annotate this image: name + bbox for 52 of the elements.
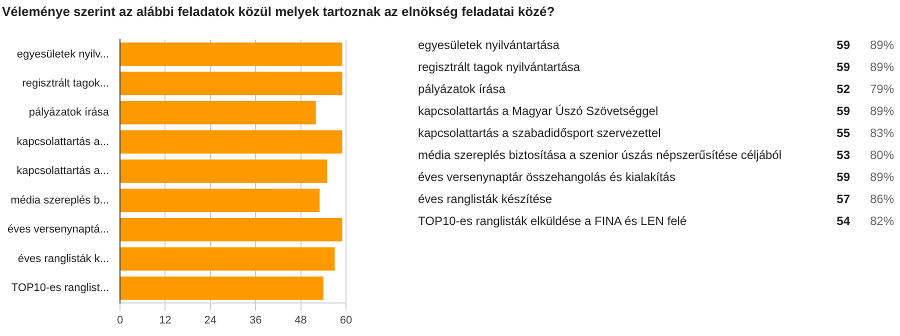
text: 59	[836, 104, 850, 118]
text: 57	[836, 192, 850, 206]
text: pályázatok írása	[418, 82, 506, 96]
text: kapcsolattartás a szabadidősport szervezettel	[418, 126, 662, 140]
x-tick-label: 24	[204, 314, 217, 326]
text: média szereplés biztosítása a szenior úszás népszerűsítése céljából	[418, 148, 783, 162]
chart-title: Véleménye szerint az alábbi feladatok közül melyek tartoznak az elnökség feladatai közé?	[2, 4, 555, 19]
x-tick-label: 48	[294, 314, 307, 326]
text: éves versenynaptár összehangolás és kialakítás	[418, 170, 676, 184]
text: 54	[836, 214, 850, 228]
x-tick-label: 0	[116, 314, 124, 326]
text: 59	[836, 170, 850, 184]
text: 79%	[868, 82, 894, 96]
bar	[120, 101, 316, 124]
text: 59	[836, 38, 850, 52]
text: 89%	[868, 104, 894, 118]
x-tick-label: 36	[249, 314, 262, 326]
text: 89%	[868, 38, 894, 52]
y-tick-label: éves versenynaptá...	[7, 224, 109, 236]
y-tick-label: TOP10-es ranglist...	[11, 282, 109, 294]
bar	[120, 247, 335, 271]
text: éves ranglisták készítése	[418, 192, 554, 206]
y-tick-label: média szereplés b...	[10, 194, 109, 206]
text: 80%	[868, 148, 894, 162]
y-tick-label: kapcsolattartás a...	[16, 165, 109, 178]
y-tick-label: éves ranglisták k...	[18, 252, 109, 265]
y-tick-label: regisztrált tagok...	[22, 78, 109, 90]
text: 86%	[868, 192, 894, 206]
text: 59	[836, 60, 850, 74]
bar	[120, 276, 324, 300]
text: 89%	[868, 60, 894, 74]
x-tick-label: 60	[340, 314, 352, 326]
y-tick-label: egyesületek nyilv...	[16, 48, 109, 60]
bar	[120, 130, 342, 154]
text: 83%	[868, 126, 894, 140]
text: 55	[836, 126, 850, 140]
text: egyesületek nyilvántartása	[418, 38, 560, 52]
bar	[120, 188, 320, 212]
text: 82%	[868, 214, 894, 228]
y-tick-label: kapcsolattartás a...	[16, 136, 109, 148]
text: 89%	[868, 170, 894, 184]
bar	[120, 72, 342, 96]
y-tick-label: pályázatok írása	[28, 106, 110, 119]
text: TOP10-es ranglisták elküldése a FINA és LEN felé	[418, 214, 688, 228]
text: regisztrált tagok nyilvántartása	[418, 60, 582, 74]
bar	[120, 218, 342, 242]
text: kapcsolattartás a Magyar Úszó Szövetséggel	[418, 104, 660, 118]
x-tick-label: 12	[159, 314, 172, 326]
bar	[120, 160, 328, 183]
text: 52	[836, 82, 850, 96]
text: 53	[836, 148, 850, 162]
bar	[120, 42, 342, 66]
